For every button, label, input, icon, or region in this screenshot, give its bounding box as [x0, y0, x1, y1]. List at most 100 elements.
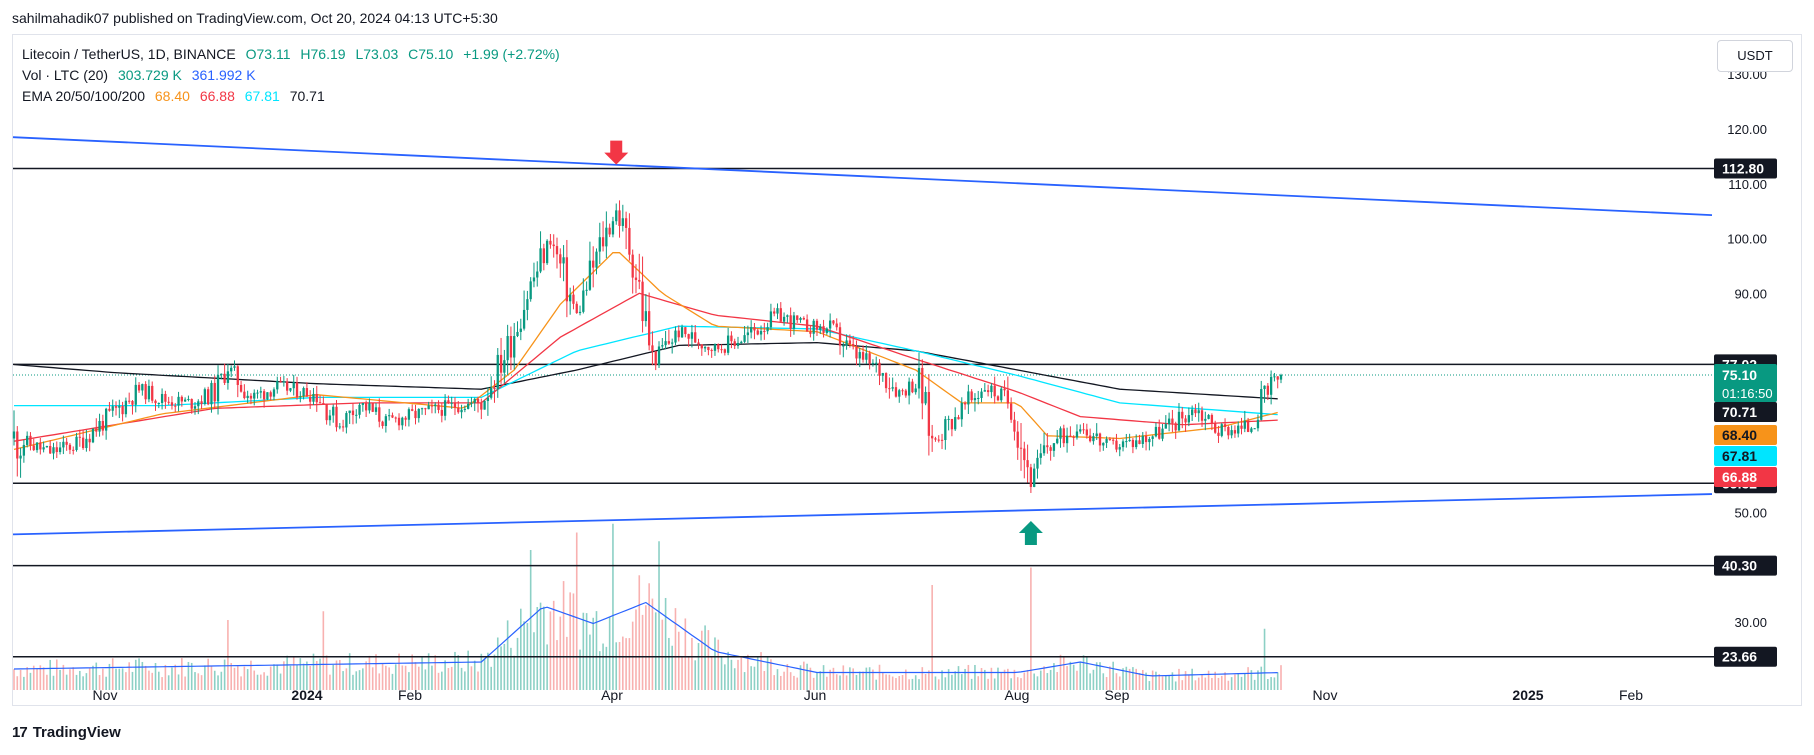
candle-body: [285, 381, 289, 391]
volume-label[interactable]: Vol · LTC (20): [22, 67, 109, 83]
candle-body: [137, 384, 141, 391]
volume-bar: [111, 658, 114, 690]
candle-body: [1112, 439, 1115, 441]
volume-bar: [697, 643, 700, 690]
volume-bar: [1026, 669, 1029, 690]
x-axis-label: Sep: [1105, 687, 1130, 703]
candle-body: [1190, 409, 1194, 416]
candle-body: [641, 281, 644, 322]
candle-body: [796, 315, 799, 320]
candle-body: [852, 343, 855, 347]
candle-body: [707, 346, 710, 351]
candle-body: [315, 393, 318, 403]
candle-body: [262, 391, 266, 400]
candle-body: [72, 449, 75, 451]
volume-bar: [134, 659, 137, 690]
volume-bar: [760, 652, 762, 690]
candle-body: [1158, 426, 1161, 439]
volume-bar: [454, 651, 456, 690]
candle-body: [1065, 435, 1069, 444]
ema-label[interactable]: EMA 20/50/100/200: [22, 88, 145, 104]
candle-body: [322, 403, 325, 405]
tradingview-footer[interactable]: 17 TradingView: [12, 724, 121, 741]
volume-bar: [1089, 673, 1091, 690]
volume-bar: [55, 659, 58, 690]
candle-body: [174, 405, 177, 407]
volume-bar: [85, 673, 88, 690]
volume-bar: [585, 613, 588, 690]
volume-bar: [299, 658, 302, 690]
candle-body: [45, 446, 49, 448]
volume-bar: [905, 669, 907, 690]
volume-bar: [1267, 679, 1269, 690]
symbol-name[interactable]: Litecoin / TetherUS, 1D, BINANCE: [22, 46, 236, 62]
volume-bar: [691, 637, 693, 690]
candle-body: [118, 405, 121, 408]
candle-body: [1207, 415, 1210, 419]
publisher-header: sahilmahadik07 published on TradingView.…: [12, 10, 498, 26]
volume-bar: [144, 665, 147, 690]
volume-bar: [417, 666, 420, 690]
volume-bar: [1145, 672, 1147, 690]
candle-body: [1082, 429, 1085, 431]
ohlc-change: +1.99 (+2.72%): [463, 46, 560, 62]
candle-body: [1233, 430, 1237, 434]
candle-body: [845, 340, 848, 346]
candle-body: [884, 373, 888, 389]
candle-body: [917, 367, 921, 389]
currency-button[interactable]: USDT: [1717, 40, 1793, 72]
volume-bar: [944, 677, 947, 690]
candle-body: [996, 396, 1000, 401]
volume-bar: [1020, 678, 1022, 690]
volume-bar: [681, 655, 683, 690]
ema200-value: 70.71: [289, 88, 325, 104]
candle-body: [338, 426, 341, 428]
volume-bar: [121, 668, 124, 690]
volume-bar: [496, 637, 499, 690]
volume-bar: [65, 674, 68, 690]
volume-bar: [671, 645, 673, 690]
candle-body: [1128, 439, 1131, 442]
volume-bar: [770, 659, 772, 690]
candle-body: [960, 402, 963, 420]
candle-body: [42, 447, 45, 450]
volume-bar: [569, 592, 571, 690]
candle-body: [180, 396, 183, 402]
candle-body: [1029, 467, 1033, 487]
x-axis-label: Aug: [1005, 687, 1030, 703]
volume-bar: [1063, 657, 1065, 690]
candle-body: [513, 336, 516, 358]
volume-bar: [552, 600, 555, 690]
y-tick-label: 50.00: [1734, 505, 1767, 520]
candle-body: [855, 346, 858, 359]
candle-body: [276, 380, 279, 390]
level-tag-text: 23.66: [1722, 649, 1757, 665]
volume-bar: [348, 653, 351, 690]
candle-body: [1266, 385, 1269, 395]
volume-bar: [536, 607, 539, 690]
volume-bar: [1234, 674, 1236, 690]
volume-bar: [362, 668, 364, 690]
candle-body: [1042, 445, 1046, 454]
volume-bar: [210, 666, 213, 690]
candle-body: [1098, 433, 1102, 446]
candle-body: [58, 447, 62, 453]
candle-body: [842, 345, 845, 347]
candle-body: [582, 290, 585, 312]
chart-frame[interactable]: [12, 34, 1802, 706]
volume-bar: [365, 661, 367, 690]
candle-body: [1223, 424, 1227, 427]
volume-bar: [408, 672, 410, 690]
ema100-value: 67.81: [244, 88, 280, 104]
candle-body: [1036, 457, 1039, 469]
volume-bar: [276, 664, 279, 690]
candle-body: [256, 392, 259, 394]
candle-body: [381, 421, 384, 427]
candle-body: [572, 294, 575, 304]
volume-bar: [898, 676, 901, 690]
volume-bar: [882, 672, 884, 690]
candle-body: [282, 381, 286, 383]
candle-body: [111, 406, 114, 411]
candle-body: [1263, 385, 1266, 390]
